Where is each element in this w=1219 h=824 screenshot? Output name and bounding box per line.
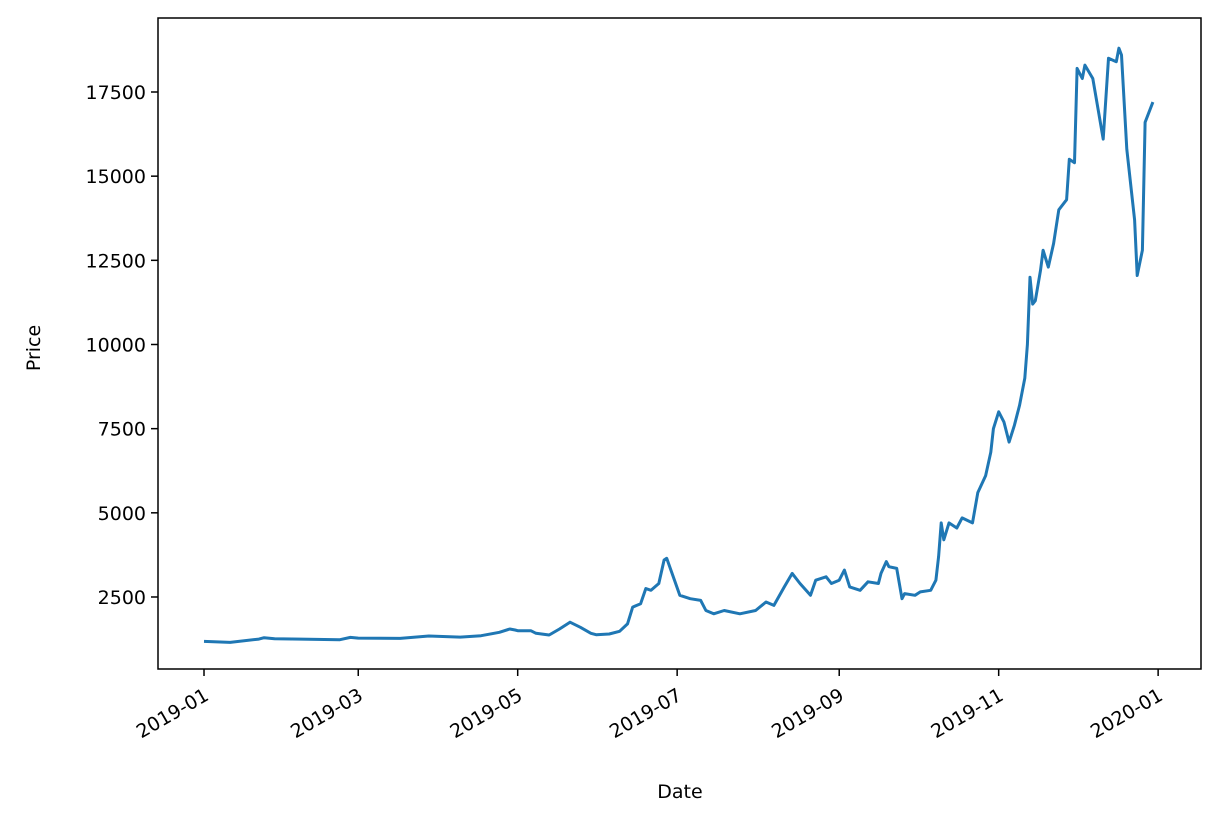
- x-tick-label: 2019-03: [287, 684, 367, 743]
- x-tick-label: 2019-11: [927, 684, 1007, 743]
- x-axis-label: Date: [657, 781, 702, 803]
- y-tick-label: 2500: [98, 587, 146, 609]
- x-tick-label: 2019-07: [606, 684, 686, 743]
- y-tick-label: 5000: [98, 503, 146, 525]
- price-line: [203, 46, 1155, 644]
- y-tick-label: 17500: [86, 82, 146, 104]
- x-tick-label: 2020-01: [1087, 684, 1167, 743]
- y-tick-label: 12500: [86, 250, 146, 272]
- y-tick-label: 15000: [86, 166, 146, 188]
- x-tick-label: 2019-01: [133, 684, 213, 743]
- x-tick-label: 2019-05: [446, 684, 526, 743]
- plot-frame: [157, 17, 1202, 670]
- y-tick-label: 7500: [98, 419, 146, 441]
- y-axis-label: Price: [23, 325, 45, 371]
- y-tick-label: 10000: [86, 334, 146, 356]
- x-tick-label: 2019-09: [768, 684, 848, 743]
